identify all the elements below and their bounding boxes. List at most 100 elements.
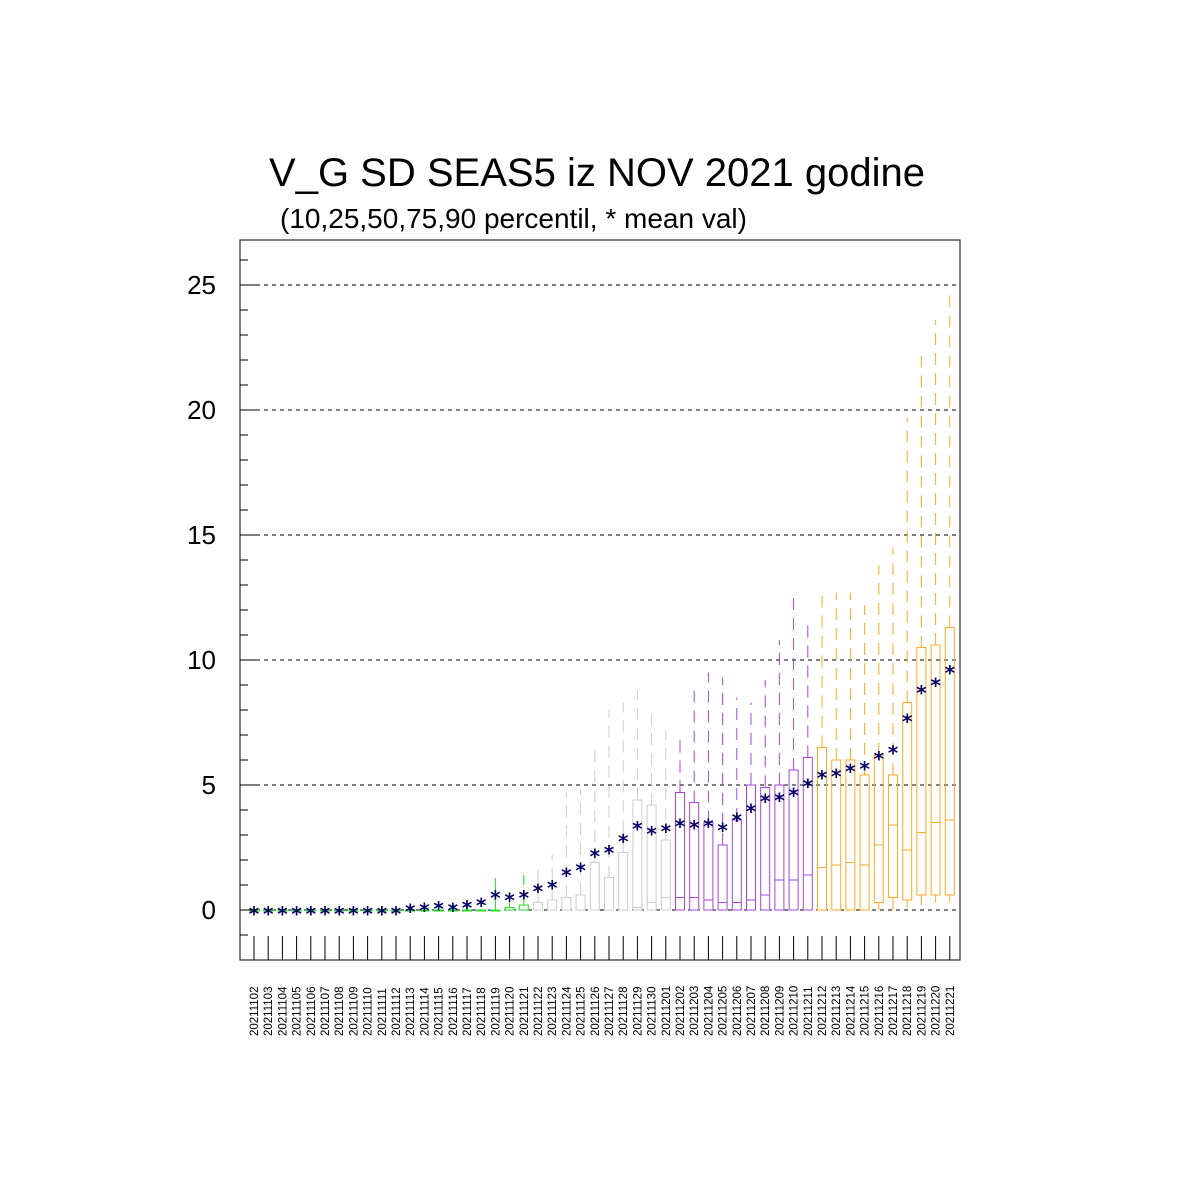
iqr-box [930,644,941,896]
x-tick-label: 20211112 [391,987,403,1036]
box-20211204 [703,672,714,911]
mean-marker: * [675,815,686,839]
x-tick-label: 20211202 [675,986,687,1036]
x-tick-label: 20211201 [661,986,673,1036]
mean-marker: * [632,817,643,841]
x-tick-label: 20211106 [306,987,318,1036]
iqr-box [817,747,827,911]
mean-marker: * [433,897,444,921]
x-tick-label: 20211219 [916,986,928,1036]
box-20211220 [930,320,941,903]
y-tick-label: 15 [187,520,216,550]
y-tick-label: 10 [187,645,216,675]
box-20211108 [334,909,345,912]
mean-marker: * [419,898,430,922]
box-20211105 [291,909,302,912]
mean-marker: * [661,820,672,844]
box-20211219 [916,355,927,905]
mean-marker: * [590,845,601,869]
mean-marker: * [391,902,402,926]
x-tick-label: 20211215 [860,986,872,1036]
x-tick-label: 20211208 [760,986,772,1036]
mean-marker: * [462,896,473,920]
box-20211119 [490,877,501,912]
x-tick-label: 20211214 [845,985,857,1036]
mean-marker: * [320,902,331,926]
iqr-box [689,802,700,911]
iqr-box [944,627,955,896]
mean-marker: * [788,783,799,807]
iqr-box [831,759,842,911]
mean-markers: * * * * * * * * * * * * * * * * * * * * * ** ** * ** * * * * * * * * * * * *… [249,661,956,926]
box-20211207 [746,702,756,911]
iqr-box [774,784,785,911]
box-20211203 [689,687,700,911]
mean-marker: * [575,858,586,882]
box-20211107 [320,909,330,912]
box-20211128 [618,702,629,911]
box-20211112 [391,909,401,912]
x-tick-label: 20211204 [703,985,715,1036]
box-20211111 [376,909,387,912]
chart-title: V_G SD SEAS5 iz NOV 2021 godine [269,151,925,195]
iqr-box [561,897,572,911]
iqr-box [632,799,643,911]
box-20211117 [462,909,472,912]
x-tick-label: 20211114 [419,987,431,1036]
x-tick-label: 20211115 [434,987,446,1036]
box-20211122 [533,867,543,911]
x-tick-label: 20211217 [888,986,900,1036]
box-20211209 [774,640,785,911]
mean-marker: * [263,902,274,926]
box-20211123 [547,855,558,911]
box-20211115 [433,909,444,912]
mean-marker: * [888,741,899,765]
x-tick-label: 20211126 [590,987,602,1036]
iqr-box [660,839,671,911]
x-tick-label: 20211127 [604,987,616,1036]
box-20211118 [476,909,487,912]
x-tick-label: 20211213 [831,986,843,1036]
box-20211216 [873,565,884,910]
box-20211202 [675,735,685,911]
mean-marker: * [746,800,757,824]
box-20211103 [263,909,274,912]
mean-marker: * [533,880,544,904]
box-20211210 [788,597,799,911]
box-20211215 [859,605,870,911]
x-tick-label: 20211125 [576,987,588,1036]
iqr-box [888,774,898,898]
iqr-box [717,844,728,911]
x-tick-label: 20211102 [249,987,261,1036]
mean-marker: * [859,757,870,781]
y-tick-label: 5 [202,770,216,800]
iqr-box [575,894,586,911]
box-20211121 [518,875,529,911]
iqr-box [675,792,685,911]
chart-subtitle: (10,25,50,75,90 percentil, * mean val) [280,203,747,234]
mean-marker: * [803,775,814,799]
box-20211130 [646,715,657,911]
mean-marker: * [490,886,501,910]
mean-marker: * [618,830,629,854]
iqr-box [547,899,558,911]
x-tick-label: 20211113 [405,987,417,1036]
box-20211205 [717,677,728,911]
x-tick-label: 20211120 [505,987,517,1036]
mean-marker: * [348,902,359,926]
x-tick-label: 20211104 [277,986,289,1036]
box-20211116 [447,909,458,912]
box-20211104 [277,909,288,912]
x-tick-label: 20211207 [746,986,758,1036]
mean-marker: * [476,893,487,917]
mean-marker: * [845,760,856,784]
box-20211214 [845,592,856,911]
grid-lines [240,284,960,911]
box-20211127 [604,710,614,911]
y-tick-label: 0 [202,895,216,925]
x-tick-label: 20211107 [320,987,332,1036]
mean-marker: * [377,902,388,926]
x-tick-label: 20211109 [348,987,360,1036]
mean-marker: * [519,886,530,910]
iqr-box [533,902,543,911]
